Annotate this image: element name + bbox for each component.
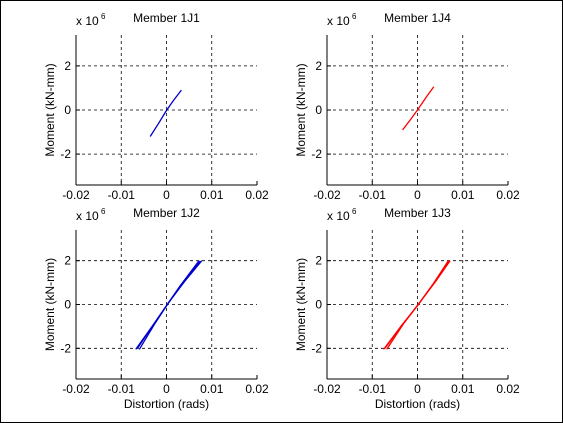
series-line [402, 86, 435, 131]
y-exponent-label: x 10 [327, 14, 350, 28]
series-line [149, 89, 182, 137]
series-line [136, 260, 201, 349]
chart-title: Member 1J4 [384, 11, 451, 25]
x-tick-label: -0.01 [108, 188, 136, 202]
subplot-2: -0.02 -0.01 0 0.01 0.02 -2 0 2 Member 1J4 x 10 6 Mo… [294, 11, 520, 202]
y-tick-label: 2 [315, 254, 322, 268]
x-tick-label: -0.01 [359, 188, 387, 202]
chart-title: Member 1J1 [133, 11, 200, 25]
subplot-1: -0.02 -0.01 0 0.01 0.02 -2 0 2 Member 1J1 x 10 6 Mo… [43, 11, 269, 202]
x-tick-label: 0.02 [245, 382, 269, 396]
y-axis-label: Moment (kN-mm) [43, 258, 57, 351]
x-tick-label: -0.02 [313, 382, 341, 396]
y-tick-label: 0 [315, 103, 322, 117]
y-tick-label: 0 [64, 298, 71, 312]
y-exponent-power: 6 [352, 12, 357, 21]
y-exponent-label: x 10 [327, 209, 350, 223]
y-axis-label: Moment (kN-mm) [294, 258, 308, 351]
y-exponent-power: 6 [352, 207, 357, 216]
x-tick-label: 0 [163, 382, 170, 396]
y-exponent-label: x 10 [76, 209, 99, 223]
x-tick-label: -0.01 [108, 382, 136, 396]
x-tick-label: -0.02 [313, 188, 341, 202]
y-exponent-power: 6 [101, 12, 106, 21]
y-tick-label: -2 [60, 147, 71, 161]
y-tick-label: 0 [64, 103, 71, 117]
x-tick-label: -0.01 [359, 382, 387, 396]
x-tick-label: 0.02 [496, 382, 520, 396]
x-tick-label: 0.01 [451, 188, 475, 202]
y-tick-label: 2 [64, 59, 71, 73]
x-tick-label: 0 [163, 188, 170, 202]
y-tick-label: -2 [311, 147, 322, 161]
y-axis-label: Moment (kN-mm) [294, 63, 308, 156]
y-tick-label: 2 [64, 254, 71, 268]
y-axis-label: Moment (kN-mm) [43, 63, 57, 156]
x-tick-label: 0.02 [245, 188, 269, 202]
chart-title: Member 1J2 [133, 206, 200, 220]
x-tick-label: 0.01 [200, 382, 224, 396]
x-tick-label: 0.01 [451, 382, 475, 396]
x-tick-label: 0 [414, 188, 421, 202]
chart-title: Member 1J3 [384, 206, 451, 220]
x-tick-label: 0 [414, 382, 421, 396]
x-tick-label: -0.02 [62, 382, 90, 396]
x-axis-label: Distortion (rads) [375, 397, 460, 411]
x-tick-label: 0.02 [496, 188, 520, 202]
y-tick-label: 0 [315, 298, 322, 312]
series-line [384, 260, 450, 349]
y-tick-label: -2 [60, 341, 71, 355]
x-tick-label: 0.01 [200, 188, 224, 202]
y-tick-label: -2 [311, 341, 322, 355]
y-tick-label: 2 [315, 59, 322, 73]
subplot-4: -0.02 -0.01 0 0.01 0.02 -2 0 2 Member 1J3 x 10 6 Mo… [294, 206, 520, 411]
y-exponent-power: 6 [101, 207, 106, 216]
x-tick-label: -0.02 [62, 188, 90, 202]
x-axis-label: Distortion (rads) [124, 397, 209, 411]
subplot-3: -0.02 -0.01 0 0.01 0.02 -2 0 2 Member 1J2 x 10 6 Mo… [43, 206, 269, 411]
y-exponent-label: x 10 [76, 14, 99, 28]
